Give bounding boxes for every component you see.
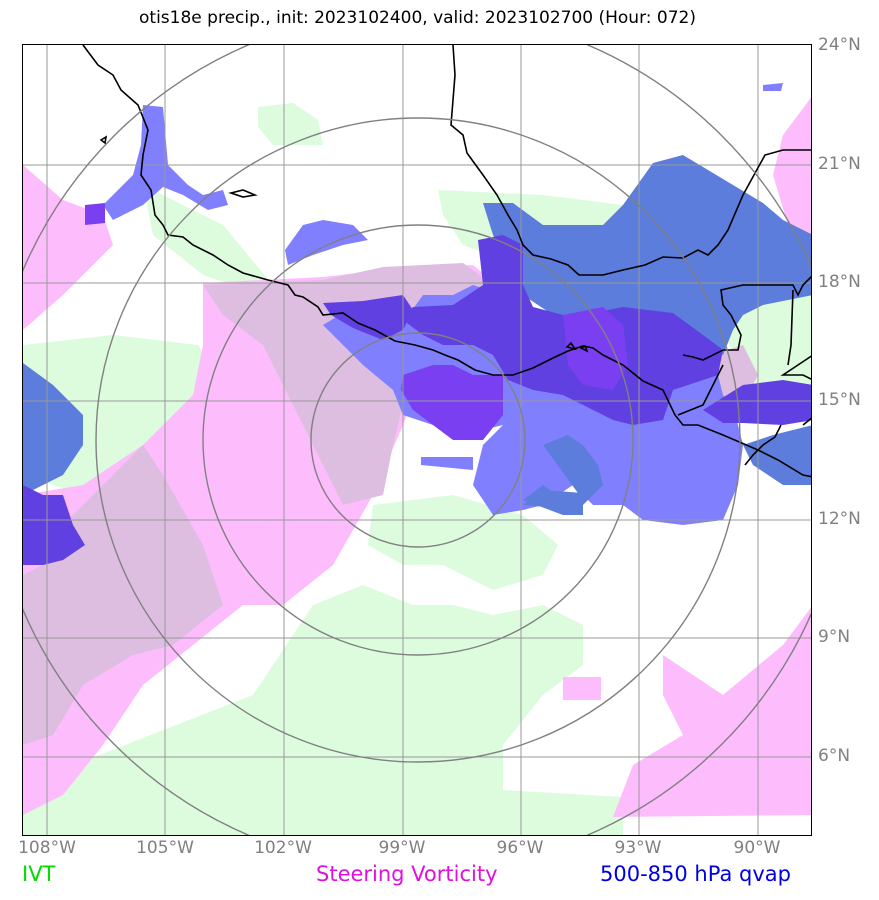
lon-label-93w: 93°W [614,838,662,858]
map-panel[interactable] [22,44,812,836]
legend-ivt: IVT [22,862,56,886]
range-rings [23,45,811,835]
lon-label-96w: 96°W [496,838,544,858]
lat-label-9n: 9°N [818,627,851,647]
coastline [82,45,811,478]
lon-label-99w: 99°W [378,838,426,858]
lon-label-90w: 90°W [733,838,781,858]
map-canvas [23,45,811,835]
map-title: otis18e precip., init: 2023102400, valid… [139,8,696,28]
legend-steering-vorticity: Steering Vorticity [316,862,498,886]
lat-label-21n: 21°N [818,154,861,174]
qvap-medium-layer [23,155,811,515]
lon-label-105w: 105°W [136,838,194,858]
lat-label-6n: 6°N [818,746,851,766]
lon-label-102w: 102°W [254,838,312,858]
lat-label-15n: 15°N [818,390,861,410]
lat-label-24n: 24°N [818,35,861,55]
lat-label-18n: 18°N [818,272,861,292]
qvap-violet-layer [85,203,628,440]
lon-label-108w: 108°W [18,838,76,858]
lat-label-12n: 12°N [818,509,861,529]
legend-qvap: 500-850 hPa qvap [600,862,791,886]
